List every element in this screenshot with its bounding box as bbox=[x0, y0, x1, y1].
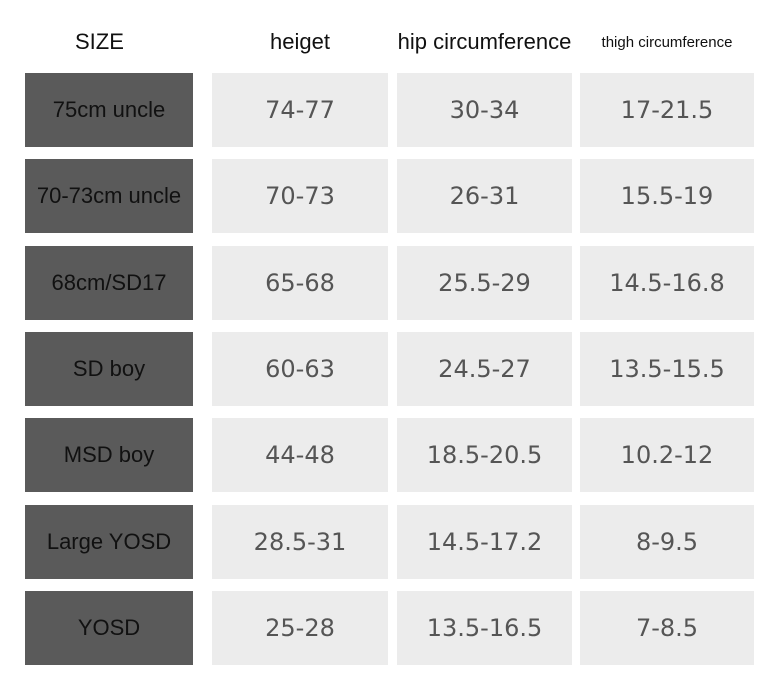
data-cell: 14.5-17.2 bbox=[397, 504, 572, 579]
data-cell: 28.5-31 bbox=[212, 504, 388, 579]
data-cell: 24.5-27 bbox=[397, 331, 572, 406]
data-cell: 70-73 bbox=[212, 159, 388, 234]
data-cell: 30-34 bbox=[397, 73, 572, 147]
size-cell: 68cm/SD17 bbox=[25, 245, 193, 320]
header-cell: thigh circumference bbox=[601, 33, 733, 51]
data-cell: 65-68 bbox=[212, 245, 388, 320]
data-cell: 26-31 bbox=[397, 159, 572, 234]
size-cell: SD boy bbox=[25, 331, 193, 406]
data-cell: 60-63 bbox=[212, 331, 388, 406]
data-cell: 14.5-16.8 bbox=[580, 245, 754, 320]
header-cell: SIZE bbox=[75, 29, 124, 54]
data-cell: 8-9.5 bbox=[580, 504, 754, 579]
data-cell: 13.5-15.5 bbox=[580, 331, 754, 406]
size-cell: 70-73cm uncle bbox=[25, 159, 193, 234]
size-cell: MSD boy bbox=[25, 418, 193, 493]
header-cell: hip circumference bbox=[397, 29, 572, 54]
data-cell: 74-77 bbox=[212, 73, 388, 147]
data-cell: 17-21.5 bbox=[580, 73, 754, 147]
data-cell: 25.5-29 bbox=[397, 245, 572, 320]
data-cell: 7-8.5 bbox=[580, 590, 754, 665]
size-cell: YOSD bbox=[25, 590, 193, 665]
data-cell: 18.5-20.5 bbox=[397, 418, 572, 493]
size-cell: 75cm uncle bbox=[25, 73, 193, 147]
data-cell: 13.5-16.5 bbox=[397, 590, 572, 665]
data-cell: 44-48 bbox=[212, 418, 388, 493]
header-cell: heiget bbox=[270, 29, 330, 54]
data-cell: 10.2-12 bbox=[580, 418, 754, 493]
size-cell: Large YOSD bbox=[25, 504, 193, 579]
data-cell: 25-28 bbox=[212, 590, 388, 665]
data-cell: 15.5-19 bbox=[580, 159, 754, 234]
